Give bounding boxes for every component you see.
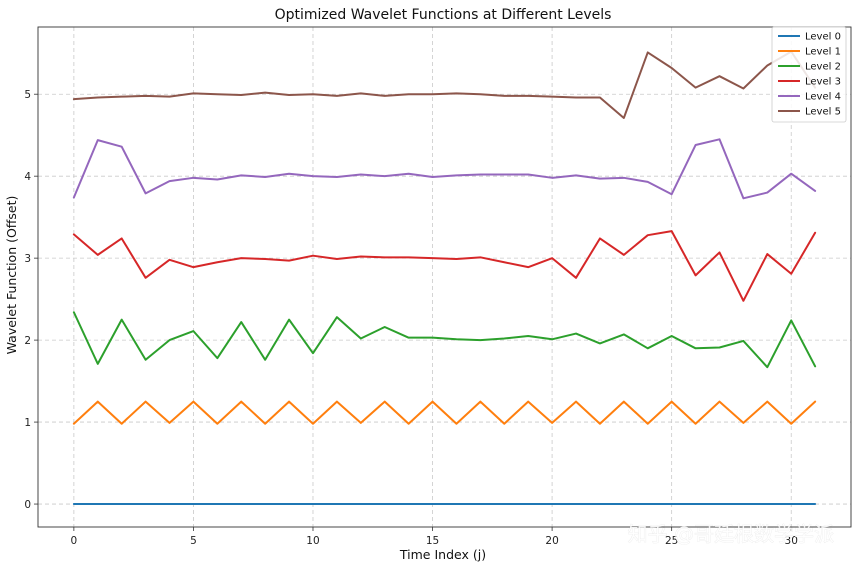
y-tick-label: 3 [24, 253, 31, 265]
series-line-level-4 [72, 138, 817, 200]
legend-item: Level 5 [778, 107, 841, 118]
legend-label: Level 3 [805, 77, 841, 88]
chart-title: Optimized Wavelet Functions at Different… [275, 7, 612, 23]
legend-item: Level 3 [778, 77, 841, 88]
legend-label: Level 1 [805, 47, 841, 58]
y-tick-label: 0 [24, 499, 31, 511]
x-tick-label: 10 [306, 535, 319, 547]
y-tick-label: 5 [24, 89, 31, 101]
x-tick-label: 25 [665, 535, 678, 547]
x-tick-label: 0 [71, 535, 78, 547]
x-tick-label: 5 [190, 535, 197, 547]
series-layer [72, 50, 817, 506]
legend-label: Level 4 [805, 92, 841, 103]
y-tick-label: 4 [24, 171, 31, 183]
legend-item: Level 0 [778, 32, 841, 43]
y-tick-label: 2 [24, 335, 31, 347]
legend-item: Level 1 [778, 47, 841, 58]
legend-label: Level 0 [805, 32, 841, 43]
legend: Level 0 Level 1 Level 2 Level 3 Level 4 Level… [771, 26, 847, 123]
legend-item: Level 4 [778, 92, 841, 103]
tick-layer: 0 5 10 15 20 25 30 0 1 2 3 4 5 [24, 89, 798, 547]
x-tick-label: 20 [545, 535, 558, 547]
legend-label: Level 5 [805, 107, 841, 118]
plot-frame [37, 26, 852, 528]
watermark: 知乎 @哥廷根数学学派 [628, 522, 834, 546]
grid-layer [38, 27, 851, 527]
series-line-level-1 [72, 400, 817, 425]
legend-item: Level 2 [778, 62, 841, 73]
x-tick-label: 30 [785, 535, 798, 547]
series-line-level-5 [72, 50, 817, 119]
x-tick-label: 15 [426, 535, 439, 547]
legend-label: Level 2 [805, 62, 841, 73]
y-tick-label: 1 [24, 417, 31, 429]
y-axis-label: Wavelet Function (Offset) [4, 196, 19, 355]
x-axis-label: Time Index (j) [399, 547, 486, 562]
series-line-level-2 [72, 311, 817, 369]
series-line-level-3 [72, 230, 817, 302]
